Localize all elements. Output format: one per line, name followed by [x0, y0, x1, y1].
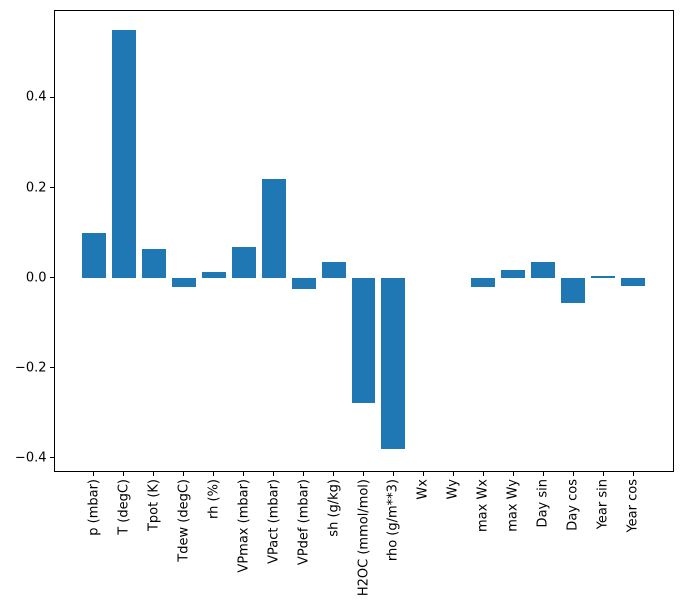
- bar-vpmax-mbar-: [231, 246, 256, 278]
- x-tick-label: Day cos: [565, 478, 581, 531]
- y-tick-label: 0.4: [25, 89, 47, 105]
- y-tick: [49, 457, 54, 459]
- x-tick-label: VPact (mbar): [266, 478, 282, 564]
- x-tick-label: Tdew (degC): [176, 478, 192, 562]
- x-tick-label: sh (g/kg): [326, 478, 342, 537]
- bar-year-cos: [621, 277, 646, 286]
- x-tick-label: Tpot (K): [146, 478, 162, 531]
- bar-max-wy: [501, 270, 526, 278]
- y-tick: [49, 187, 54, 189]
- bar-rho-g-m-3-: [381, 277, 406, 450]
- y-tick: [49, 367, 54, 369]
- bar-vpact-mbar-: [261, 178, 286, 278]
- bar-day-sin: [531, 262, 556, 278]
- x-tick: [273, 471, 275, 476]
- x-tick: [422, 471, 424, 476]
- x-tick: [303, 471, 305, 476]
- x-tick-label: VPdef (mbar): [296, 478, 312, 565]
- x-tick: [333, 471, 335, 476]
- plot-area: [53, 10, 674, 472]
- x-tick-label: rho (g/m**3): [385, 478, 401, 561]
- x-tick: [123, 471, 125, 476]
- bar-h2oc-mmol-mol-: [351, 277, 376, 403]
- x-tick: [632, 471, 634, 476]
- x-tick: [392, 471, 394, 476]
- x-tick-label: T (degC): [116, 478, 132, 535]
- x-tick: [153, 471, 155, 476]
- y-tick: [49, 96, 54, 98]
- x-tick: [183, 471, 185, 476]
- bar-vpdef-mbar-: [291, 277, 316, 289]
- x-tick-label: Day sin: [535, 478, 551, 527]
- y-tick-label: −0.2: [14, 360, 47, 376]
- bar-day-cos: [561, 277, 586, 304]
- x-tick: [482, 471, 484, 476]
- x-tick-label: Year cos: [625, 478, 641, 533]
- bar-tdew-degc-: [171, 277, 196, 287]
- x-tick-label: max Wx: [475, 478, 491, 532]
- bar-t-degc-: [111, 30, 136, 278]
- x-tick-label: Year sin: [595, 478, 611, 529]
- x-tick: [602, 471, 604, 476]
- x-tick-label: max Wy: [505, 478, 521, 532]
- bar-tpot-k-: [141, 248, 166, 278]
- y-tick-label: 0.0: [25, 270, 47, 286]
- x-tick-label: Wx: [415, 478, 431, 500]
- x-tick: [243, 471, 245, 476]
- bar-max-wx: [471, 277, 496, 287]
- x-tick: [93, 471, 95, 476]
- y-tick-label: 0.2: [25, 180, 47, 196]
- bar-sh-g-kg-: [321, 261, 346, 278]
- x-tick: [572, 471, 574, 476]
- y-tick-label: −0.4: [14, 450, 47, 466]
- x-tick: [542, 471, 544, 476]
- x-tick: [213, 471, 215, 476]
- bar-year-sin: [591, 276, 616, 278]
- bar-p-mbar-: [81, 232, 106, 278]
- x-tick: [452, 471, 454, 476]
- x-tick-label: Wy: [445, 478, 461, 499]
- x-tick-label: p (mbar): [86, 478, 102, 536]
- bar-rh-: [201, 271, 226, 278]
- x-tick: [363, 471, 364, 476]
- y-tick: [49, 277, 54, 279]
- x-tick-label: rh (%): [206, 478, 222, 519]
- x-tick-label: VPmax (mbar): [236, 478, 252, 573]
- x-tick-label: H2OC (mmol/mol): [356, 478, 371, 596]
- x-tick: [512, 471, 514, 476]
